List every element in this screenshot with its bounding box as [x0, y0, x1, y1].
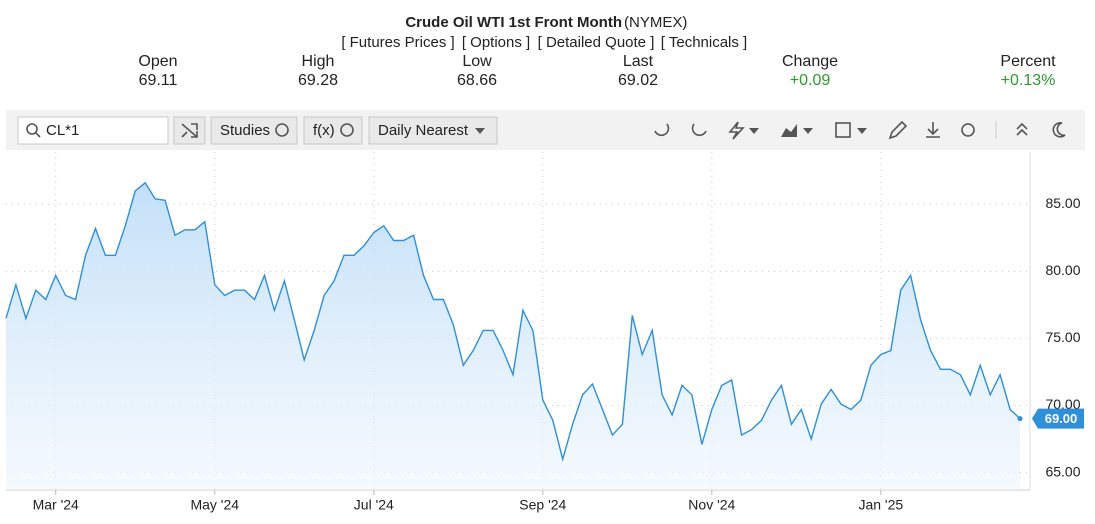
studies-button[interactable] — [210, 116, 298, 145]
price-line — [5, 181, 1021, 462]
y-tick-label: 80.00 — [1045, 262, 1080, 278]
redo-icon[interactable] — [691, 123, 707, 137]
pen-icon[interactable] — [888, 120, 908, 140]
quote-label: Change — [782, 53, 838, 70]
link[interactable]: [ Futures Prices ] — [341, 34, 454, 51]
search-icon — [35, 132, 41, 138]
quote-label: High — [302, 53, 335, 70]
collapse-icon[interactable] — [1016, 122, 1028, 136]
quote-label: Percent — [1000, 53, 1056, 70]
y-tick-label: 75.00 — [1045, 329, 1080, 345]
dropdown-arrow — [803, 128, 813, 134]
y-tick-label: 65.00 — [1045, 463, 1080, 479]
plus-icon — [275, 123, 289, 137]
quote-value: +0.09 — [790, 72, 831, 89]
y-tick-label: 85.00 — [1045, 195, 1080, 211]
quote-value: 69.28 — [298, 72, 338, 89]
period-label: Daily Nearest — [378, 122, 469, 139]
x-tick-label: Nov '24 — [688, 497, 735, 513]
quote-label: Open — [138, 53, 177, 70]
layout-icon[interactable] — [835, 122, 851, 138]
dropdown-arrow — [749, 128, 759, 134]
theme-icon[interactable] — [1052, 122, 1066, 138]
chart: 65.00 70.00 75.00 80.00 85.00 Mar '24 May '24 J… — [5, 152, 1084, 513]
download-icon[interactable] — [926, 122, 940, 138]
quote-value: 69.02 — [618, 72, 658, 89]
dropdown-arrow — [857, 128, 867, 134]
last-badge — [1032, 408, 1084, 429]
quote-value: +0.13% — [1001, 72, 1056, 89]
link[interactable]: [ Detailed Quote ] — [538, 34, 655, 51]
quote-label: Low — [462, 53, 492, 70]
x-tick-label: Mar '24 — [33, 497, 79, 513]
x-tick-label: Sep '24 — [519, 497, 566, 513]
search-icon — [26, 123, 38, 135]
dropdown-arrow — [475, 128, 485, 134]
undo-icon[interactable] — [654, 123, 670, 137]
search-box[interactable] — [17, 116, 169, 145]
symbol: CL*1 — [46, 122, 79, 139]
link[interactable]: [ Options ] — [462, 34, 530, 51]
fx-label: f(x) — [313, 122, 335, 139]
quote-value: 68.66 — [457, 72, 497, 89]
period-button[interactable] — [368, 116, 498, 145]
x-tick-label: Jul '24 — [354, 497, 394, 513]
compare-icon — [181, 123, 198, 138]
x-tick-label: May '24 — [190, 497, 239, 513]
last-badge-label: 69.00 — [1045, 411, 1078, 426]
toolbar-icons — [654, 120, 1066, 140]
x-tick-label: Jan '25 — [858, 497, 903, 513]
y-tick-label: 70.00 — [1045, 396, 1080, 412]
quote-label: Last — [623, 53, 654, 70]
quote-row: Open 69.11 High 69.28 Low 68.66 Last 69.02 Chang… — [138, 53, 1056, 89]
quote-value: 69.11 — [139, 72, 178, 89]
plus-icon — [340, 123, 354, 137]
chart-type-icon[interactable] — [781, 124, 797, 137]
draw-icon[interactable] — [728, 121, 745, 140]
settings-icon[interactable] — [961, 123, 975, 137]
area-fill — [6, 182, 1020, 491]
link[interactable]: [ Technicals ] — [661, 34, 747, 51]
exchange: (NYMEX) — [624, 14, 687, 31]
last-point — [1017, 416, 1023, 422]
title: Crude Oil WTI 1st Front Month — [405, 14, 622, 31]
studies-label: Studies — [220, 122, 270, 139]
